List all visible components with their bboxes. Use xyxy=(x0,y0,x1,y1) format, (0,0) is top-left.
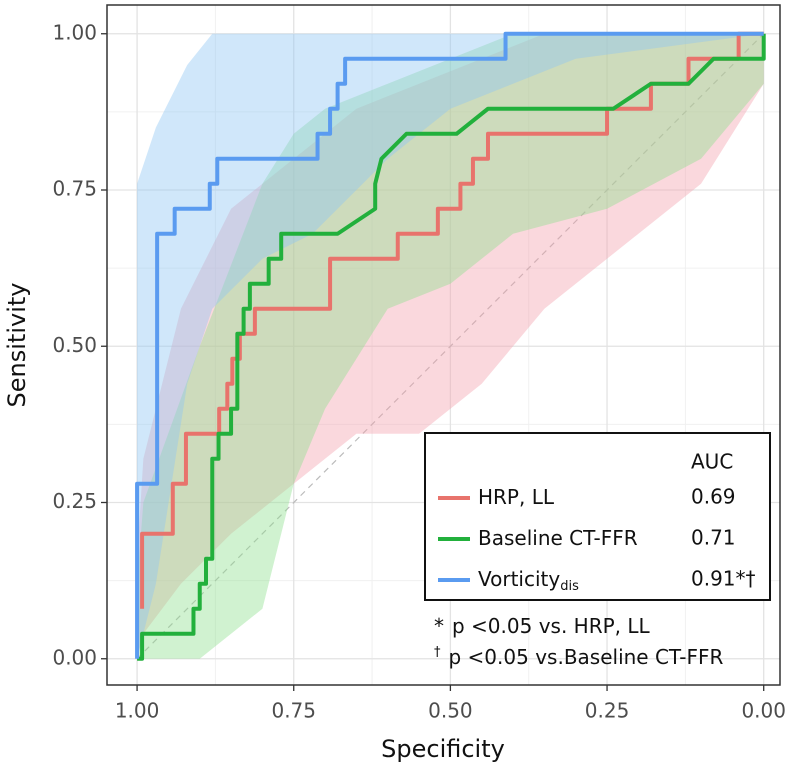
footnote-text: p <0.05 vs. HRP, LL xyxy=(452,614,651,638)
legend-auc: 0.69 xyxy=(691,485,736,509)
reference-line xyxy=(136,33,765,660)
confidence-band xyxy=(137,33,764,659)
legend-label: HRP, LL xyxy=(478,485,555,509)
legend-auc: 0.71 xyxy=(691,526,736,550)
legend-name: HRP, LL xyxy=(478,485,555,509)
confidence-band xyxy=(137,33,764,659)
y-tick-label: 0.75 xyxy=(52,177,97,201)
x-tick-label: 0.25 xyxy=(585,699,630,723)
legend-name: Vorticity xyxy=(478,567,560,591)
legend-label: Baseline CT-FFR xyxy=(478,526,638,550)
y-tick-label: 1.00 xyxy=(52,20,97,44)
footnote-mark: † xyxy=(434,645,441,660)
y-axis-title: Sensitivity xyxy=(3,283,31,408)
confidence-band xyxy=(137,33,764,659)
footnote: † p <0.05 vs.Baseline CT-FFR xyxy=(434,645,724,669)
x-tick-label: 1.00 xyxy=(115,699,160,723)
legend-name: Baseline CT-FFR xyxy=(478,526,638,550)
x-axis-title: Specificity xyxy=(381,735,505,763)
x-tick-label: 0.00 xyxy=(741,699,786,723)
x-tick-label: 0.75 xyxy=(271,699,316,723)
footnote: * p <0.05 vs. HRP, LL xyxy=(434,614,651,638)
y-tick-label: 0.50 xyxy=(52,333,97,357)
legend-box xyxy=(424,432,771,601)
panel-border xyxy=(106,4,781,686)
footnote-mark: * xyxy=(434,614,444,638)
footnote-text: p <0.05 vs.Baseline CT-FFR xyxy=(449,645,724,669)
legend-auc: 0.91*† xyxy=(691,567,756,591)
roc-line xyxy=(135,31,764,659)
y-tick-label: 0.00 xyxy=(52,645,97,669)
x-tick-label: 0.50 xyxy=(428,699,473,723)
legend-header: AUC xyxy=(691,450,733,474)
legend-subscript: dis xyxy=(560,579,579,594)
y-tick-label: 0.25 xyxy=(52,489,97,513)
roc-line xyxy=(137,33,766,661)
legend-label: Vorticitydis xyxy=(478,567,579,594)
